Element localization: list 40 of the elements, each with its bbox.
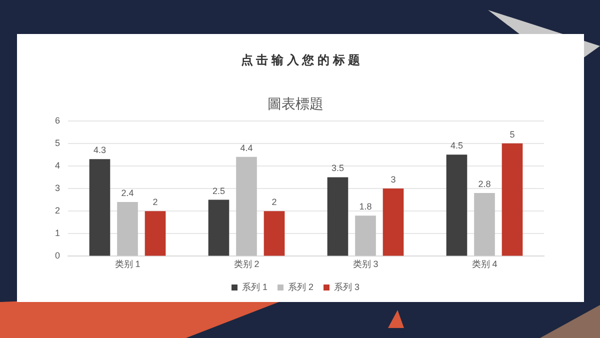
y-tick-label: 5 xyxy=(54,138,60,148)
data-label: 3 xyxy=(390,174,396,184)
data-label: 2.8 xyxy=(478,179,491,189)
legend-label: 系列 3 xyxy=(334,282,360,292)
bar xyxy=(382,188,404,256)
y-tick-label: 6 xyxy=(54,115,60,126)
bar xyxy=(502,143,523,256)
data-label: 2.5 xyxy=(212,186,225,196)
bar xyxy=(117,202,138,256)
y-tick-label: 3 xyxy=(54,182,60,193)
legend-label: 系列 2 xyxy=(288,282,314,292)
bar xyxy=(236,156,257,256)
chart-subtitle: 圖表標題 xyxy=(268,95,324,112)
x-tick-label: 类别 3 xyxy=(352,259,378,270)
bar xyxy=(355,216,376,256)
bar xyxy=(446,154,468,256)
y-tick-label: 2 xyxy=(54,206,60,216)
x-tick-label: 类别 2 xyxy=(234,259,260,270)
data-label: 2 xyxy=(272,197,277,208)
data-label: 1.8 xyxy=(359,202,372,212)
bar xyxy=(474,193,495,256)
data-label: 2 xyxy=(152,197,158,208)
data-label: 5 xyxy=(510,129,515,140)
data-label: 4.3 xyxy=(93,145,106,156)
chart-title: 点 击 输 入 您 的 标 题 xyxy=(240,52,362,69)
bar xyxy=(327,177,348,256)
bar xyxy=(208,200,230,256)
y-tick-label: 0 xyxy=(54,250,60,261)
y-tick-label: 4 xyxy=(54,160,60,170)
data-label: 4.4 xyxy=(240,142,253,153)
bar xyxy=(264,211,285,256)
data-label: 2.4 xyxy=(121,188,134,198)
bar xyxy=(144,211,166,256)
data-label: 3.5 xyxy=(331,163,344,174)
bar xyxy=(89,159,110,256)
y-tick-label: 1 xyxy=(54,228,60,238)
legend-label: 系列 1 xyxy=(242,282,268,292)
x-tick-label: 类别 4 xyxy=(472,259,498,270)
x-tick-label: 类别 1 xyxy=(114,259,140,270)
data-label: 4.5 xyxy=(450,140,463,151)
